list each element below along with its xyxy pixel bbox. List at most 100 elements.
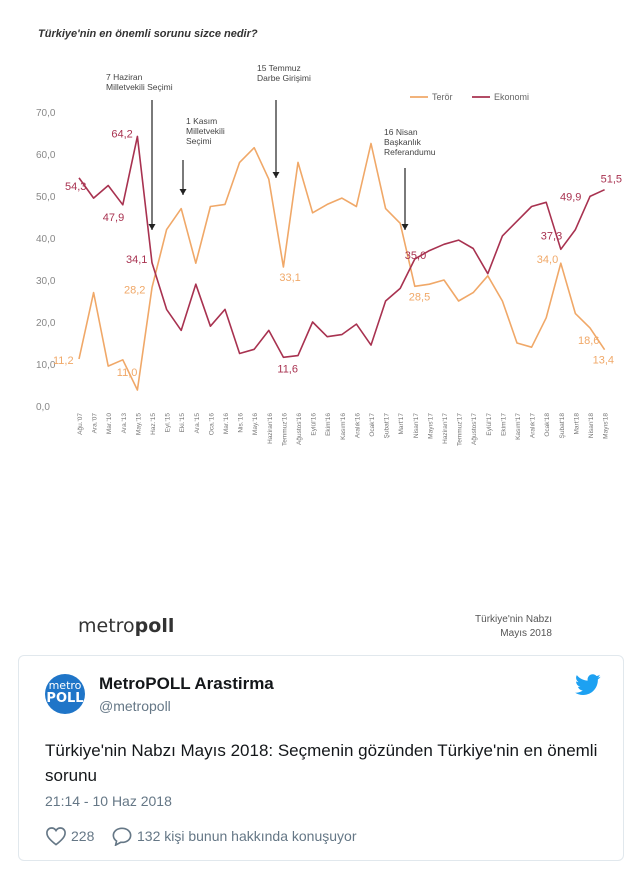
x-axis: Ağu.'07 Ara.'07 Mar.'10 Ara.'13 May.'15 Haz.'… [77,413,610,446]
data-label: 64,2 [111,128,132,140]
tweet-card: metro POLL MetroPOLL Arastirma @metropol… [18,655,624,861]
series-line-ekonomi [78,135,605,359]
x-tick-label: Ekim'16 [325,413,332,436]
footer-line2: Mayıs 2018 [500,628,552,639]
data-label: 47,9 [103,212,124,224]
legend: Terör Ekonomi [410,92,529,102]
x-tick-label: Aralık'16 [354,413,361,438]
x-tick-label: Aralık'17 [530,413,537,438]
annotation-label: 7 Haziran [106,72,143,82]
x-tick-label: Nisan'17 [413,413,420,438]
logo-poll: poll [135,615,175,637]
reply-bubble-icon[interactable] [111,826,133,846]
legend-label: Ekonomi [494,92,529,102]
data-label: 28,5 [409,291,430,303]
avatar-text-bottom: POLL [46,691,84,706]
y-tick-label: 50,0 [36,192,56,203]
twitter-bird-icon[interactable] [575,674,601,696]
y-tick-label: 0,0 [36,402,50,413]
logo-metro: metro [78,615,135,637]
x-tick-label: Nisan'18 [588,413,595,438]
author-handle[interactable]: @metropoll [99,698,171,714]
x-tick-label: Eylül'16 [311,413,318,436]
x-tick-label: Nis.'16 [238,413,245,433]
x-tick-label: Ekim'17 [500,413,507,436]
tweet-text: Türkiye'nin Nabzı Mayıs 2018: Seçmenin g… [45,741,598,785]
chart-image: Türkiye'nin en önemli sorunu sizce nedir… [36,28,622,639]
data-label: 11,2 [53,355,74,367]
footer-line1: Türkiye'nin Nabzı [475,614,552,625]
data-label: 13,4 [593,355,614,367]
annotation-arrow-head [148,224,156,230]
x-tick-label: Ara.'13 [121,413,128,434]
data-label: 18,6 [578,335,599,347]
data-label: 54,3 [65,181,86,193]
y-axis: 0,0 10,0 20,0 30,0 40,0 50,0 60,0 70,0 [36,108,56,413]
x-tick-label: Kasım'17 [515,413,522,440]
x-tick-label: May.'16 [252,413,259,435]
tweet-timestamp[interactable]: 21:14 - 10 Haz 2018 [45,793,172,809]
annotation-label: Referandumu [384,147,436,157]
x-tick-label: Ağustos'16 [296,413,303,445]
x-tick-label: Ara.'07 [92,413,99,434]
avatar[interactable]: metro POLL [45,674,85,714]
chart-title: Türkiye'nin en önemli sorunu sizce nedir… [38,28,258,40]
x-tick-label: Şubat'18 [559,413,566,439]
x-tick-label: Mar.'16 [223,413,230,434]
reply-count[interactable]: 132 kişi bunun hakkında konuşuyor [137,828,357,844]
data-label: 11,0 [117,367,138,379]
y-tick-label: 40,0 [36,234,56,245]
x-tick-label: Eylül'17 [486,413,493,436]
y-tick-label: 10,0 [36,360,56,371]
x-tick-label: Ağustos'17 [471,413,478,445]
x-tick-label: Temmuz'17 [457,413,464,446]
series-lines [78,135,606,391]
line-chart: Türkiye'nin en önemli sorunu sizce nedir… [36,28,622,639]
annotation-arrow-head [401,224,409,230]
data-label: 11,6 [277,363,298,375]
annotation-label: 1 Kasım [186,116,217,126]
x-tick-label: Şubat'17 [384,413,391,439]
data-label: 34,0 [537,254,558,266]
x-tick-label: Ara.'15 [194,413,201,434]
data-label: 51,5 [601,174,622,186]
metropoll-logo: metropoll [78,615,174,637]
data-labels: 11,2 11,0 28,2 33,1 28,5 34,0 18,6 13,4 54,3 47,9… [53,128,622,378]
annotation-label: 15 Temmuz [257,63,301,73]
y-tick-label: 60,0 [36,150,56,161]
author-name[interactable]: MetroPOLL Arastirma [99,674,274,693]
annotation-label: Milletvekili Seçimi [106,82,173,92]
y-tick-label: 70,0 [36,108,56,119]
like-count[interactable]: 228 [71,828,95,844]
annotation-label: Seçimi [186,136,212,146]
x-tick-label: Oca.'16 [208,413,215,436]
data-label: 33,1 [279,272,300,284]
legend-label: Terör [432,92,453,102]
data-label: 35,0 [405,250,426,262]
data-label: 28,2 [124,285,145,297]
heart-icon[interactable] [45,826,67,846]
y-tick-label: 30,0 [36,276,56,287]
x-tick-label: Haziran'16 [267,413,274,444]
x-tick-label: Mart'18 [573,413,580,435]
y-tick-label: 20,0 [36,318,56,329]
avatar-text-top: metro [48,679,82,692]
x-tick-label: May.'15 [135,413,142,435]
data-label: 34,1 [126,254,147,266]
x-tick-label: Haz.'15 [150,413,157,435]
annotation-arrow-head [272,172,280,178]
x-tick-label: Mayıs'17 [427,413,434,439]
data-label: 37,3 [541,230,562,242]
x-tick-label: Mayıs'18 [603,413,610,439]
annotation-label: Başkanlık [384,137,422,147]
x-tick-label: Ocak'17 [369,413,376,437]
x-tick-label: Mart'17 [398,413,405,435]
x-tick-label: Ocak'18 [544,413,551,437]
x-tick-label: Temmuz'16 [281,413,288,446]
annotation-label: Milletvekili [186,126,225,136]
series-line-teror [78,142,606,391]
x-tick-label: Ağu.'07 [77,413,84,435]
x-tick-label: Haziran'17 [442,413,449,444]
x-tick-label: Eyl.'15 [165,413,172,433]
